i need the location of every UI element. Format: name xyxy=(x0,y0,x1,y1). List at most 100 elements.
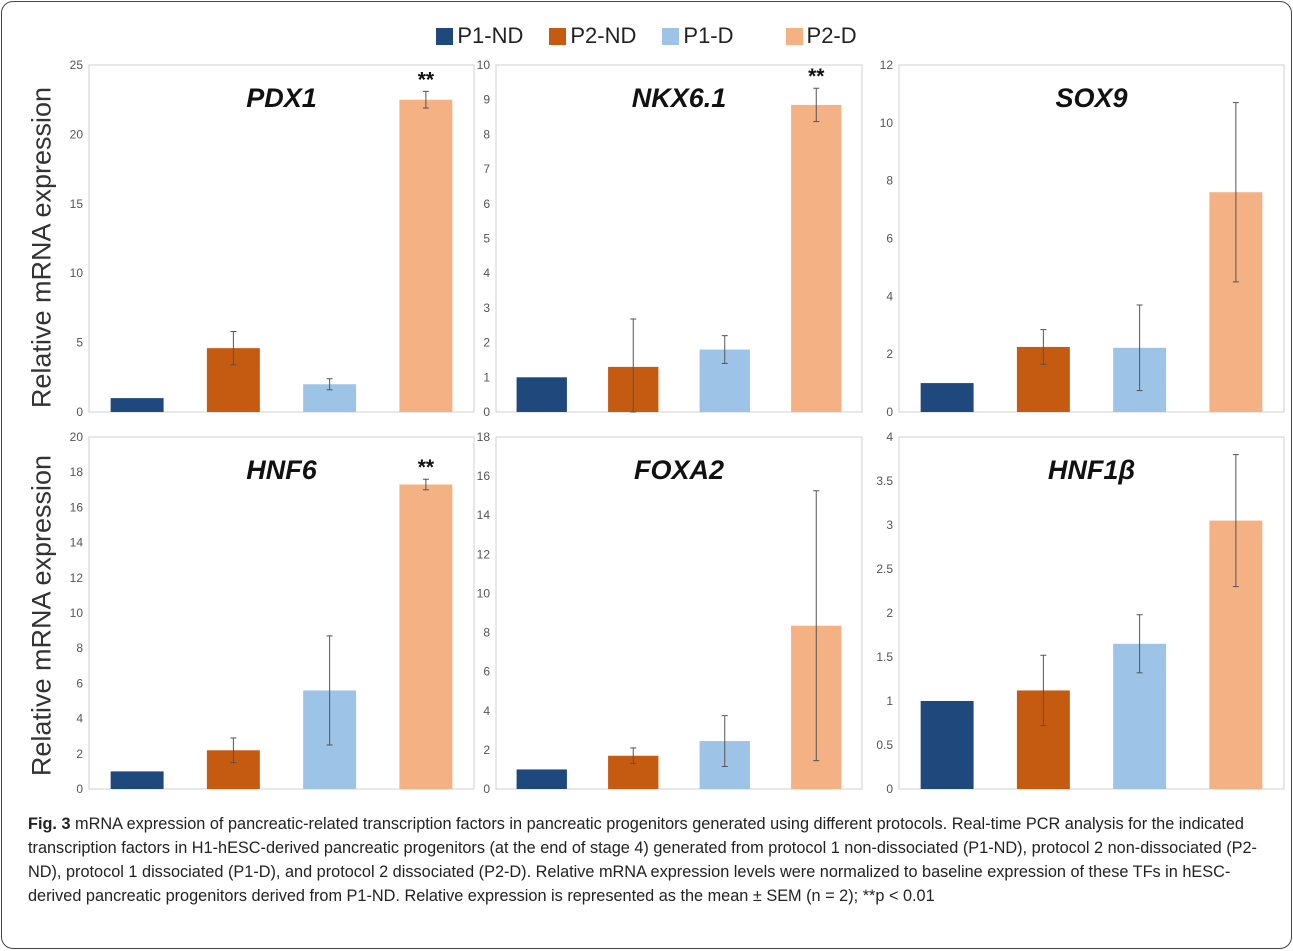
bar-p1-nd xyxy=(110,398,164,412)
legend-label: P1-ND xyxy=(457,23,524,48)
figure-caption: Fig. 3 mRNA expression of pancreatic-rel… xyxy=(28,812,1273,908)
y-tick-label: 8 xyxy=(76,641,83,655)
bar-p2-d xyxy=(791,104,842,412)
legend-swatch xyxy=(549,27,567,45)
chart-title: HNF6 xyxy=(246,455,317,485)
significance-marker: ** xyxy=(418,68,435,91)
y-tick-label: 10 xyxy=(477,586,491,600)
chart-pdx1: 0 5 10 15 20 25 ** PDX1 xyxy=(70,58,475,419)
y-tick-label: 2.5 xyxy=(876,562,893,576)
y-tick-label: 2 xyxy=(483,743,490,757)
y-tick-label: 2 xyxy=(886,347,893,361)
chart-hnf1b: 0 0.5 1 1.5 2 2.5 3 3.5 4 HNF1β xyxy=(876,430,1285,796)
legend-swatch xyxy=(436,27,454,45)
y-tick-label: 25 xyxy=(70,58,84,72)
bar-p2-d xyxy=(399,99,453,412)
chart-title: HNF1β xyxy=(1048,455,1135,485)
y-tick-label: 1 xyxy=(483,370,490,384)
y-tick-label: 3 xyxy=(886,518,893,532)
y-tick-label: 5 xyxy=(76,336,83,350)
y-tick-label: 12 xyxy=(880,58,894,72)
y-tick-label: 18 xyxy=(70,465,84,479)
y-tick-label: 3.5 xyxy=(876,474,893,488)
y-tick-label: 0 xyxy=(886,405,893,419)
bar-p1-nd xyxy=(920,701,974,789)
y-tick-label: 15 xyxy=(70,197,84,211)
bar-p1-nd xyxy=(516,377,567,412)
chart-foxa2: 0 2 4 6 8 10 12 14 16 18 FOXA2 xyxy=(477,430,863,796)
y-tick-label: 2 xyxy=(886,606,893,620)
y-tick-label: 4 xyxy=(886,289,893,303)
y-tick-label: 4 xyxy=(483,704,490,718)
legend-label: P2-ND xyxy=(570,23,637,48)
bar-p2-d xyxy=(399,484,453,789)
legend-label: P2-D xyxy=(806,23,857,48)
y-tick-label: 20 xyxy=(70,430,84,444)
y-tick-label: 6 xyxy=(886,232,893,246)
y-tick-label: 2 xyxy=(76,747,83,761)
y-tick-label: 16 xyxy=(477,469,491,483)
bar-p1-nd xyxy=(516,769,567,789)
y-tick-label: 18 xyxy=(477,430,491,444)
y-tick-label: 9 xyxy=(483,93,490,107)
plot-area xyxy=(898,436,1285,790)
y-tick-label: 4 xyxy=(886,430,893,444)
y-tick-label: 7 xyxy=(483,162,490,176)
y-tick-label: 16 xyxy=(70,500,84,514)
y-axis-label-bottom: Relative mRNA expression xyxy=(26,454,57,777)
y-tick-label: 14 xyxy=(477,508,491,522)
y-tick-label: 14 xyxy=(70,536,84,550)
significance-marker: ** xyxy=(418,456,435,479)
legend-item-p1-nd: P1-ND xyxy=(436,23,523,49)
legend-item-p2-d: P2-D xyxy=(785,23,857,49)
y-tick-label: 8 xyxy=(483,626,490,640)
y-tick-label: 0 xyxy=(76,782,83,796)
bar-p1-nd xyxy=(920,383,974,412)
y-tick-label: 6 xyxy=(483,665,490,679)
legend: P1-ND P2-ND P1-D P2-D xyxy=(0,23,1293,49)
y-tick-label: 10 xyxy=(70,606,84,620)
chart-title: NKX6.1 xyxy=(632,83,727,113)
y-tick-label: 0.5 xyxy=(876,738,893,752)
legend-label: P1-D xyxy=(683,23,734,48)
y-tick-label: 10 xyxy=(477,58,491,72)
y-tick-label: 6 xyxy=(76,676,83,690)
y-tick-label: 1 xyxy=(886,694,893,708)
y-tick-label: 8 xyxy=(886,174,893,188)
plot-area xyxy=(88,436,475,790)
chart-hnf6: 0 2 4 6 8 10 12 14 16 18 20 ** HNF6 xyxy=(70,430,475,796)
y-tick-label: 0 xyxy=(483,782,490,796)
plot-area xyxy=(88,64,475,413)
y-tick-label: 20 xyxy=(70,127,84,141)
chart-nkx6-1: 0 1 2 3 4 5 6 7 8 9 10 ** NKX6.1 xyxy=(477,58,863,419)
chart-title: PDX1 xyxy=(246,83,317,113)
y-tick-label: 3 xyxy=(483,301,490,315)
legend-swatch xyxy=(785,27,803,45)
chart-title: FOXA2 xyxy=(634,455,724,485)
y-tick-label: 0 xyxy=(483,405,490,419)
plot-area xyxy=(495,64,863,413)
y-tick-label: 12 xyxy=(70,571,84,585)
y-tick-label: 6 xyxy=(483,197,490,211)
plot-area xyxy=(898,64,1285,413)
y-tick-label: 10 xyxy=(880,116,894,130)
caption-fig-label: Fig. 3 xyxy=(28,815,71,833)
plot-area xyxy=(495,436,863,790)
y-tick-label: 8 xyxy=(483,127,490,141)
legend-item-p1-d: P1-D xyxy=(662,23,734,49)
y-tick-label: 4 xyxy=(76,712,83,726)
y-tick-label: 5 xyxy=(483,232,490,246)
chart-title: SOX9 xyxy=(1055,83,1127,113)
significance-marker: ** xyxy=(808,65,825,88)
y-tick-label: 1.5 xyxy=(876,650,893,664)
bar-p1-nd xyxy=(110,771,164,789)
legend-swatch xyxy=(662,27,680,45)
y-tick-label: 10 xyxy=(70,266,84,280)
y-tick-label: 12 xyxy=(477,547,491,561)
y-tick-label: 2 xyxy=(483,336,490,350)
chart-sox9: 0 2 4 6 8 10 12 SOX9 xyxy=(880,58,1285,419)
y-tick-label: 0 xyxy=(886,782,893,796)
y-tick-label: 4 xyxy=(483,266,490,280)
y-tick-label: 0 xyxy=(76,405,83,419)
